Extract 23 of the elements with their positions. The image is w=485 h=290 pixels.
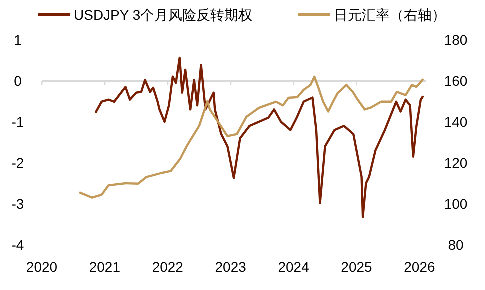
line-series [95,56,424,218]
y-tick-label: -2 [12,155,24,171]
x-tick-label: 2021 [89,259,121,275]
y2-tick-label: 120 [444,155,468,171]
x-tick-label: 2024 [278,259,310,275]
x-tick-label: 2026 [404,259,436,275]
x-tick-label: 2020 [26,259,58,275]
y-tick-label: -4 [12,237,24,253]
x-tick-label: 2023 [215,259,247,275]
y2-tick-label: 100 [444,196,468,212]
y2-tick-label: 80 [448,237,464,253]
y-tick-label: 1 [14,32,22,48]
y-tick-label: -1 [12,114,24,130]
legend-label: 日元汇率（右轴） [334,7,446,23]
y-tick-label: -3 [12,196,24,212]
y2-tick-label: 160 [444,73,468,89]
line-series [79,76,424,199]
legend-label: USDJPY 3个月风险反转期权 [74,7,253,23]
y-tick-label: 0 [14,73,22,89]
y2-tick-label: 180 [444,32,468,48]
x-tick-label: 2022 [152,259,184,275]
y2-tick-label: 140 [444,114,468,130]
x-tick-label: 2025 [341,259,373,275]
